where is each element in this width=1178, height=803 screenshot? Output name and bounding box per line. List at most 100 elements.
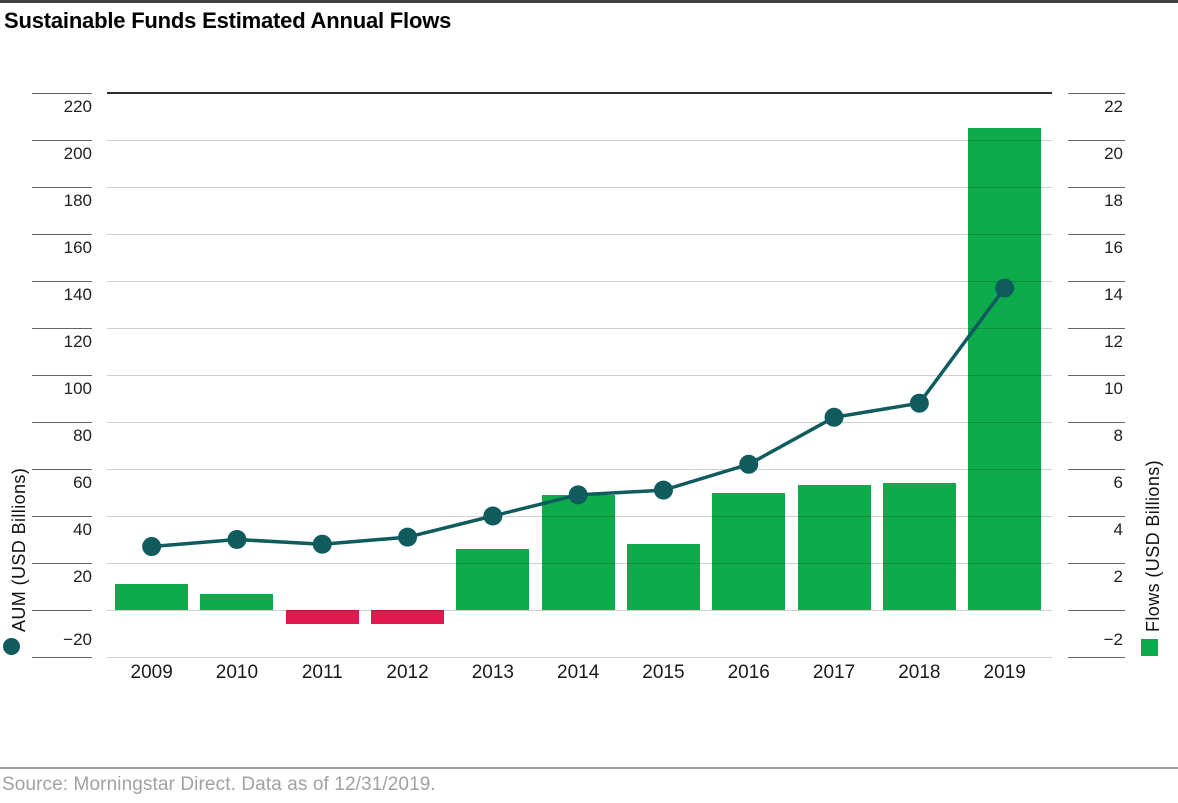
gridline xyxy=(107,280,1052,282)
left-axis-tick xyxy=(32,562,92,564)
right-axis-tick-label: 2 xyxy=(1113,567,1123,586)
aum-legend-circle-icon xyxy=(3,638,20,655)
right-axis-tick xyxy=(1068,562,1125,564)
left-axis-tick-label: 60 xyxy=(73,473,92,492)
aum-point-2019 xyxy=(995,278,1015,298)
bar-2018 xyxy=(882,483,956,610)
right-axis-tick xyxy=(1068,609,1125,611)
left-axis-tick xyxy=(32,233,92,235)
right-axis-tick-label: 10 xyxy=(1104,379,1123,398)
x-tick-label-2018: 2018 xyxy=(898,662,941,683)
left-axis-tick xyxy=(32,468,92,470)
right-axis-tick-label: 4 xyxy=(1113,520,1123,539)
left-axis-tick xyxy=(32,280,92,282)
aum-point-2011 xyxy=(312,534,332,554)
left-axis-tick-label: 120 xyxy=(63,332,92,351)
right-axis-tick xyxy=(1068,327,1125,329)
bar-2017 xyxy=(797,485,871,610)
x-tick-label-2013: 2013 xyxy=(471,662,514,683)
gridline xyxy=(107,186,1052,188)
bar-2019 xyxy=(968,128,1042,610)
right-axis-tick-label: 6 xyxy=(1113,473,1123,492)
left-axis-tick xyxy=(32,421,92,423)
right-axis-tick xyxy=(1068,515,1125,517)
aum-point-2012 xyxy=(398,527,418,547)
aum-point-2014 xyxy=(568,485,588,505)
right-axis-tick-label: 14 xyxy=(1104,285,1123,304)
gridline xyxy=(107,468,1052,470)
bar-2016 xyxy=(712,492,786,610)
right-axis-tick-label: 20 xyxy=(1104,144,1123,163)
right-axis-tick xyxy=(1068,656,1125,658)
left-axis-tick-label: −20 xyxy=(63,630,92,649)
top-divider xyxy=(0,0,1178,3)
left-axis-tick-label: 180 xyxy=(63,191,92,210)
aum-point-2009 xyxy=(142,537,162,557)
gridline xyxy=(107,656,1052,658)
left-axis-tick-label: 160 xyxy=(63,238,92,257)
bar-2010 xyxy=(200,593,274,610)
gridline xyxy=(107,139,1052,141)
bar-2011 xyxy=(285,610,359,625)
left-axis-tick xyxy=(32,186,92,188)
left-axis-tick xyxy=(32,609,92,611)
bar-2013 xyxy=(456,548,530,610)
left-axis-tick-label: 20 xyxy=(73,567,92,586)
bar-2012 xyxy=(371,610,445,625)
left-axis-tick-label: 40 xyxy=(73,520,92,539)
gridline xyxy=(107,91,1052,94)
x-tick-label-2009: 2009 xyxy=(130,662,173,683)
right-axis-tick xyxy=(1068,139,1125,141)
left-axis-tick xyxy=(32,374,92,376)
left-axis-tick xyxy=(32,92,92,94)
gridline xyxy=(107,515,1052,517)
x-tick-label-2012: 2012 xyxy=(386,662,429,683)
right-axis-tick-label: −2 xyxy=(1103,630,1123,649)
aum-point-2015 xyxy=(653,480,673,500)
right-axis-tick xyxy=(1068,92,1125,94)
x-tick-label-2019: 2019 xyxy=(983,662,1026,683)
left-axis-tick-label: 100 xyxy=(63,379,92,398)
right-axis-tick-label: 22 xyxy=(1104,97,1123,116)
line-series-layer xyxy=(142,278,1015,557)
aum-point-2017 xyxy=(824,407,844,427)
bar-2015 xyxy=(626,544,700,610)
left-axis-tick xyxy=(32,656,92,658)
bottom-divider xyxy=(0,767,1178,769)
right-axis-tick xyxy=(1068,280,1125,282)
left-axis-tick xyxy=(32,515,92,517)
gridline xyxy=(107,233,1052,235)
chart-canvas: 220 22 200 20 180 18 160 16 140 14 120 12 100 10 80 8 60… xyxy=(3,91,1163,683)
source-note: Source: Morningstar Direct. Data as of 1… xyxy=(2,774,436,795)
left-axis-tick-label: 200 xyxy=(63,144,92,163)
right-axis-tick xyxy=(1068,233,1125,235)
flows-legend-square-icon xyxy=(1141,639,1158,656)
left-axis-tick-label: 80 xyxy=(73,426,92,445)
bar-2009 xyxy=(115,584,189,610)
right-axis-tick xyxy=(1068,374,1125,376)
bar-2014 xyxy=(541,494,615,610)
chart-title: Sustainable Funds Estimated Annual Flows xyxy=(4,8,452,33)
right-axis-tick xyxy=(1068,468,1125,470)
gridline xyxy=(107,327,1052,329)
gridline xyxy=(107,609,1052,611)
x-tick-label-2017: 2017 xyxy=(812,662,856,683)
aum-point-2010 xyxy=(227,530,247,549)
right-axis-tick-label: 8 xyxy=(1113,426,1123,445)
right-axis-tick-label: 16 xyxy=(1104,238,1123,257)
left-axis-tick-label: 140 xyxy=(63,285,92,304)
aum-point-2016 xyxy=(739,454,759,474)
aum-line xyxy=(151,287,1007,549)
left-axis-tick xyxy=(32,139,92,141)
x-tick-label-2015: 2015 xyxy=(642,662,685,683)
gridline xyxy=(107,421,1052,423)
right-axis-tick xyxy=(1068,421,1125,423)
gridline xyxy=(107,562,1052,564)
left-axis-tick-label: 220 xyxy=(63,97,92,116)
left-axis-tick xyxy=(32,327,92,329)
aum-point-2018 xyxy=(909,393,929,413)
x-tick-label-2014: 2014 xyxy=(557,662,600,683)
x-tick-label-2016: 2016 xyxy=(727,662,770,683)
gridline xyxy=(107,374,1052,376)
